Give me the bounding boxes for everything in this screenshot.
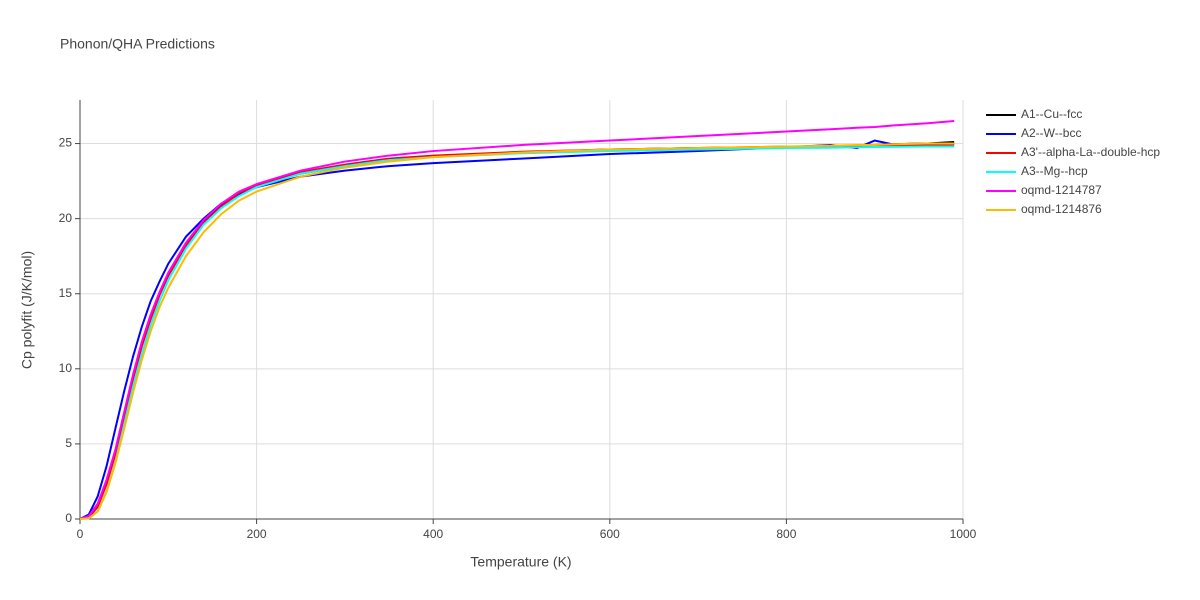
y-tick-label: 25 bbox=[59, 136, 73, 150]
x-tick-label: 600 bbox=[600, 527, 620, 541]
legend-label: A1--Cu--fcc bbox=[1021, 107, 1082, 121]
legend-label: oqmd-1214876 bbox=[1021, 202, 1102, 216]
series-line bbox=[79, 142, 955, 520]
y-tick-label: 0 bbox=[65, 511, 72, 525]
legend-label: A3'--alpha-La--double-hcp bbox=[1021, 145, 1160, 159]
series-line bbox=[79, 139, 955, 520]
x-tick-label: 800 bbox=[776, 527, 796, 541]
legend-label: A3--Mg--hcp bbox=[1021, 164, 1088, 178]
y-tick-label: 20 bbox=[59, 211, 73, 225]
series-line bbox=[79, 144, 955, 520]
legend-label: oqmd-1214787 bbox=[1021, 183, 1102, 197]
series-line bbox=[79, 141, 955, 520]
x-tick-label: 0 bbox=[77, 527, 84, 541]
y-tick-label: 5 bbox=[65, 436, 72, 450]
series-line bbox=[79, 120, 955, 520]
x-tick-label: 200 bbox=[247, 527, 267, 541]
chart-title: Phonon/QHA Predictions bbox=[60, 36, 215, 52]
x-tick-label: 400 bbox=[423, 527, 443, 541]
x-tick-label: 1000 bbox=[950, 527, 977, 541]
x-axis-title: Temperature (K) bbox=[470, 554, 571, 570]
legend-label: A2--W--bcc bbox=[1021, 126, 1081, 140]
y-axis-title: Cp polyfit (J/K/mol) bbox=[19, 251, 35, 369]
y-tick-label: 10 bbox=[59, 361, 73, 375]
y-tick-label: 15 bbox=[59, 286, 73, 300]
series-line bbox=[79, 145, 955, 520]
